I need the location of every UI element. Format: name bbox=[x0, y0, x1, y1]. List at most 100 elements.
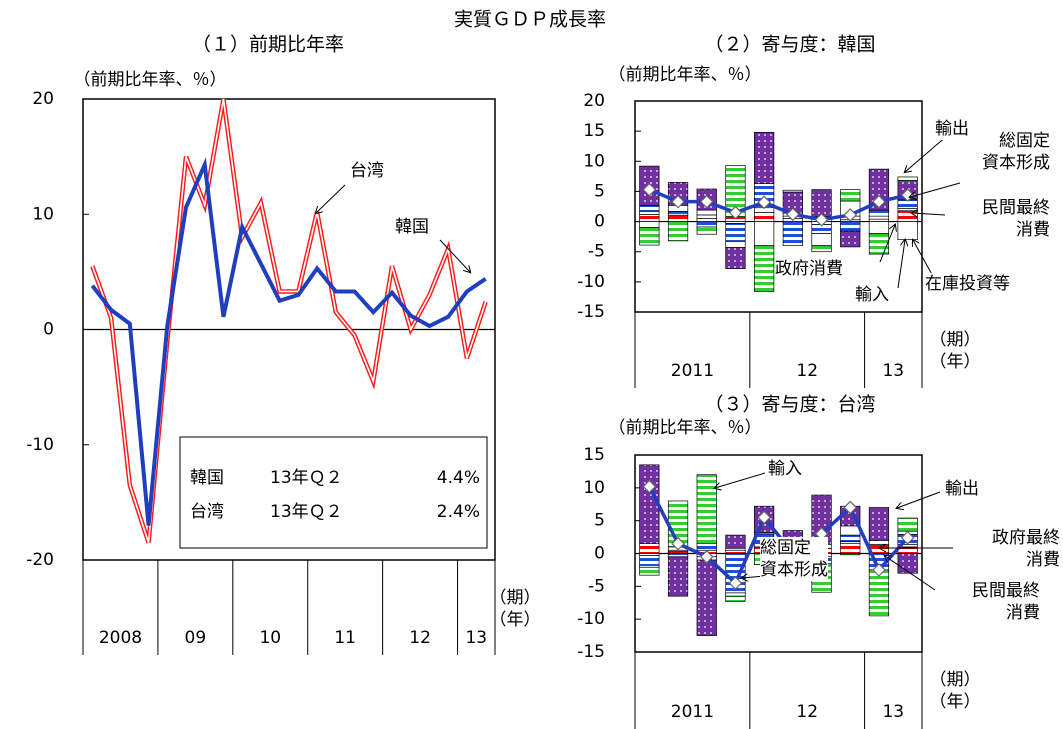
total-marker bbox=[699, 194, 714, 209]
bar-segment bbox=[696, 226, 717, 235]
x-unit-label: （年） bbox=[930, 692, 981, 712]
y-tick-label: 5 bbox=[594, 181, 605, 201]
y-tick-label: 10 bbox=[32, 204, 54, 224]
bar-segment bbox=[782, 221, 803, 247]
bar-segment bbox=[667, 215, 689, 222]
bar-segment bbox=[868, 507, 890, 541]
panel-title: （２）寄与度：韓国 bbox=[704, 34, 875, 56]
y-tick-label: -10 bbox=[26, 435, 54, 455]
total-marker bbox=[671, 194, 685, 209]
y-tick-label: 0 bbox=[594, 544, 605, 564]
total-marker bbox=[757, 195, 771, 210]
leader-line bbox=[885, 556, 936, 591]
leader-line bbox=[439, 239, 470, 272]
y-tick-label: 15 bbox=[583, 445, 605, 465]
bar-segment bbox=[754, 221, 775, 247]
total-marker bbox=[699, 549, 714, 564]
bar-segment bbox=[897, 517, 918, 532]
x-unit-label: （期） bbox=[930, 330, 981, 350]
series-annotation: 政府消費 bbox=[775, 258, 843, 280]
y-tick-label: -15 bbox=[577, 642, 605, 662]
leader-line bbox=[715, 472, 766, 488]
legend-cell: 台湾 bbox=[190, 502, 224, 522]
bar-segment bbox=[639, 464, 660, 545]
bar-segment bbox=[696, 209, 717, 216]
bar-segment bbox=[667, 556, 689, 597]
bar-segment bbox=[667, 221, 689, 242]
bar-segment bbox=[811, 189, 832, 218]
x-tick-label: 10 bbox=[259, 628, 281, 648]
y-tick-label: 15 bbox=[583, 121, 605, 141]
bar-segment bbox=[897, 210, 918, 222]
bar-segment bbox=[840, 534, 861, 543]
series-annotation: 輸出 bbox=[935, 118, 969, 140]
total-marker bbox=[671, 536, 685, 551]
bar-segment bbox=[754, 212, 775, 222]
y-tick-label: 20 bbox=[32, 89, 54, 109]
total-line bbox=[648, 188, 909, 222]
total-marker bbox=[900, 530, 915, 545]
bar-segment bbox=[725, 549, 746, 554]
y-tick-label: 5 bbox=[594, 511, 605, 531]
bar-segment bbox=[782, 189, 803, 193]
leader-line bbox=[905, 134, 949, 172]
series-annotation: 台湾 bbox=[350, 160, 384, 182]
total-marker bbox=[814, 212, 829, 227]
bar-segment bbox=[811, 245, 832, 253]
bar-segment bbox=[725, 241, 746, 248]
legend-cell: 韓国 bbox=[190, 468, 224, 488]
bar-segment bbox=[897, 176, 918, 181]
legend-cell: 13年Ｑ２ bbox=[270, 468, 343, 488]
bar-segment bbox=[639, 221, 660, 228]
legend-cell: 13年Ｑ２ bbox=[270, 502, 343, 522]
total-marker bbox=[728, 205, 743, 220]
x-unit-label: （年） bbox=[930, 352, 981, 372]
bar-segment bbox=[840, 525, 861, 536]
x-tick-label: 13 bbox=[882, 702, 904, 722]
bar-segment bbox=[725, 534, 746, 549]
leader-line bbox=[879, 225, 895, 263]
total-marker bbox=[843, 208, 858, 222]
bar-segment bbox=[868, 221, 890, 234]
bar-segment bbox=[840, 189, 861, 202]
y-tick-label: 10 bbox=[583, 478, 605, 498]
bar-segment bbox=[725, 247, 746, 269]
y-tick-label: -15 bbox=[577, 302, 605, 322]
bar-segment bbox=[725, 223, 746, 242]
series-line bbox=[90, 157, 487, 526]
x-tick-label: 11 bbox=[334, 628, 356, 648]
bar-segment bbox=[725, 592, 746, 597]
leader-line bbox=[897, 491, 941, 508]
bar-segment bbox=[840, 543, 861, 554]
legend-cell: 4.4% bbox=[437, 468, 480, 488]
bar-segment bbox=[725, 595, 746, 602]
y-tick-label: -5 bbox=[588, 242, 605, 262]
y-tick-label: 0 bbox=[43, 320, 54, 340]
y-tick-label: 20 bbox=[583, 91, 605, 111]
x-unit-label: （期） bbox=[490, 588, 541, 608]
bar-segment bbox=[667, 553, 689, 558]
series-annotation: 輸入 bbox=[855, 284, 889, 306]
x-tick-label: 2011 bbox=[671, 702, 714, 722]
series-annotation: 民間最終 消費 bbox=[972, 580, 1040, 624]
bar-segment bbox=[696, 543, 717, 551]
x-tick-label: 09 bbox=[185, 628, 207, 648]
bar-segment bbox=[639, 555, 660, 566]
legend-box bbox=[179, 436, 488, 549]
total-line bbox=[647, 485, 909, 586]
y-axis-label: （前期比年率、％） bbox=[609, 65, 762, 85]
x-tick-label: 12 bbox=[796, 702, 818, 722]
bar-segment bbox=[667, 210, 689, 215]
series-annotation: 在庫投資等 bbox=[925, 273, 1010, 295]
total-marker bbox=[872, 563, 886, 577]
bar-segment bbox=[897, 221, 918, 241]
bar-segment bbox=[868, 218, 890, 222]
y-tick-label: -10 bbox=[577, 609, 605, 629]
bar-segment bbox=[897, 207, 918, 212]
bar-segment bbox=[639, 210, 660, 215]
bar-segment bbox=[868, 569, 890, 617]
bar-segment bbox=[754, 131, 775, 184]
total-marker bbox=[843, 500, 858, 515]
x-unit-label: （期） bbox=[930, 670, 981, 690]
